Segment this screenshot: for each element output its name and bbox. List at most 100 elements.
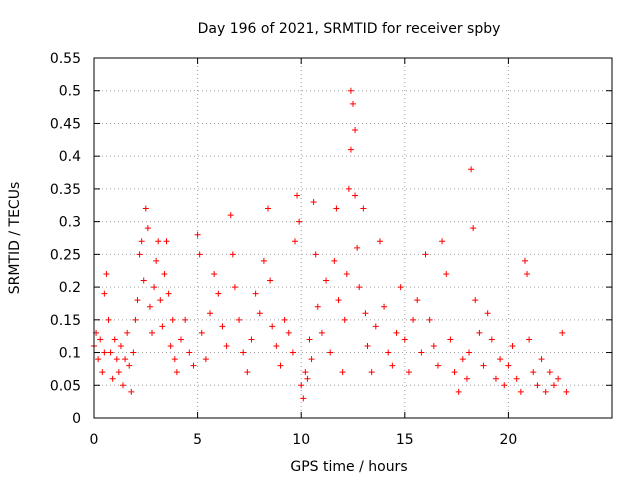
data-point-marker: [401, 336, 408, 343]
data-point-marker: [182, 316, 189, 323]
data-point-marker: [333, 205, 340, 212]
data-point-marker: [563, 388, 570, 395]
data-point-marker: [99, 369, 106, 376]
data-point-marker: [117, 343, 124, 349]
data-point-marker: [223, 343, 230, 349]
data-point-marker: [95, 356, 102, 363]
data-point-marker: [463, 375, 470, 382]
data-point-marker: [161, 271, 168, 277]
data-point-marker: [109, 375, 116, 382]
data-point-marker: [555, 375, 562, 382]
data-point-marker: [196, 251, 203, 258]
data-point-marker: [138, 238, 145, 245]
data-point-marker: [236, 316, 243, 323]
data-point-marker: [385, 349, 392, 356]
data-point-marker: [240, 349, 247, 356]
x-tick-label: 15: [396, 432, 414, 448]
data-point-marker: [312, 251, 319, 258]
y-tick-label: 0.05: [50, 378, 81, 394]
y-tick-label: 0.45: [50, 116, 81, 132]
data-point-marker: [128, 388, 135, 395]
y-tick-label: 0.35: [50, 182, 81, 198]
data-point-marker: [524, 271, 531, 277]
data-point-marker: [101, 349, 108, 356]
data-point-marker: [219, 323, 226, 330]
data-point-marker: [397, 284, 404, 291]
data-point-marker: [310, 199, 317, 205]
data-point-marker: [298, 382, 305, 389]
data-point-marker: [260, 257, 267, 264]
data-point-marker: [120, 382, 127, 389]
data-point-marker: [113, 356, 120, 363]
data-point-marker: [476, 329, 483, 336]
data-point-marker: [352, 127, 359, 133]
data-point-marker: [107, 349, 114, 356]
y-tick-label: 0.4: [59, 149, 81, 165]
data-point-marker: [163, 238, 170, 245]
data-point-marker: [327, 349, 334, 356]
data-point-marker: [331, 257, 338, 264]
data-point-marker: [294, 192, 301, 199]
x-tick-label: 20: [499, 432, 517, 448]
data-point-marker: [492, 375, 499, 382]
data-point-marker: [252, 290, 259, 297]
data-point-marker: [505, 362, 512, 369]
data-point-marker: [269, 323, 276, 330]
data-point-marker: [111, 336, 118, 343]
y-tick-label: 0.25: [50, 247, 81, 263]
data-point-marker: [405, 369, 412, 376]
data-point-marker: [115, 369, 122, 376]
data-point-marker: [227, 212, 234, 219]
data-point-marker: [509, 343, 516, 349]
data-point-marker: [542, 388, 549, 395]
data-point-marker: [248, 336, 255, 343]
data-point-marker: [211, 271, 218, 277]
data-point-marker: [534, 382, 541, 389]
data-point-marker: [447, 336, 454, 343]
data-point-marker: [468, 166, 475, 173]
data-point-marker: [103, 271, 110, 277]
data-point-marker: [159, 323, 166, 330]
data-point-marker: [207, 310, 214, 317]
data-point-marker: [308, 356, 315, 363]
data-point-marker: [146, 303, 153, 310]
data-point-marker: [291, 238, 298, 245]
x-tick-label: 0: [90, 432, 99, 448]
axis-ticks: 0 0.05 0.1 0.15 0.2 0.25 0.3 0.35 0.4 0.45 0.5 0.55…: [50, 51, 612, 448]
data-point-marker: [273, 343, 280, 349]
data-point-marker: [451, 369, 458, 376]
data-point-marker: [497, 356, 504, 363]
data-point-marker: [466, 349, 473, 356]
data-point-marker: [339, 369, 346, 376]
data-point-marker: [513, 375, 520, 382]
data-point-marker: [546, 369, 553, 376]
data-point-marker: [256, 310, 263, 317]
data-point-marker: [517, 388, 524, 395]
chart-title: Day 196 of 2021, SRMTID for receiver spb…: [198, 21, 501, 37]
y-tick-label: 0.2: [59, 280, 81, 296]
data-point-marker: [356, 284, 363, 291]
plot-frame: [93, 57, 613, 419]
data-point-marker: [265, 205, 272, 212]
data-point-marker: [354, 244, 361, 251]
data-point-marker: [101, 290, 108, 297]
data-point-marker: [304, 375, 311, 382]
data-point-marker: [470, 225, 477, 232]
data-point-marker: [347, 87, 354, 94]
data-point-marker: [323, 277, 330, 284]
data-point-marker: [422, 251, 429, 258]
data-point-marker: [97, 336, 104, 343]
data-point-marker: [153, 257, 160, 264]
data-point-marker: [530, 369, 537, 376]
data-point-marker: [381, 303, 388, 310]
data-point-marker: [550, 382, 557, 389]
y-tick-label: 0.55: [50, 51, 81, 67]
data-point-marker: [130, 349, 137, 356]
y-tick-label: 0: [72, 411, 81, 427]
data-point-marker: [151, 284, 158, 291]
data-point-marker: [362, 310, 369, 317]
y-tick-label: 0.15: [50, 313, 81, 329]
data-point-marker: [488, 336, 495, 343]
y-tick-label: 0.5: [59, 84, 81, 100]
